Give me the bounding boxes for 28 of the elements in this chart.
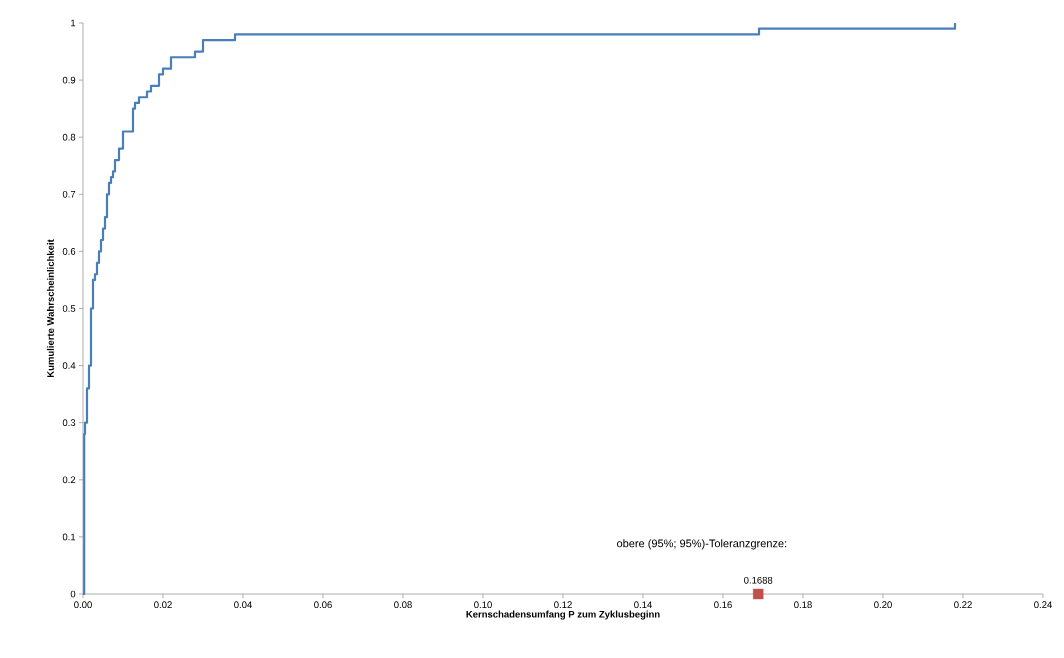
x-tick-label: 0.20 (874, 601, 892, 609)
x-tick-label: 0.04 (234, 601, 252, 609)
annotation: obere (95%; 95%)-Toleranzgrenze: (617, 539, 787, 550)
y-tick-label: 0.5 (62, 305, 76, 312)
x-axis-title: Kernschadensumfang P zum Zyklusbeginn (466, 610, 660, 620)
x-tick-label: 0.18 (794, 601, 812, 609)
x-tick-label: 0.06 (314, 601, 332, 609)
y-tick-label: 0.7 (62, 190, 76, 198)
x-tick-label: 0.22 (954, 601, 972, 609)
x-tick-label: 0.12 (554, 601, 572, 609)
annotation: 0.1688 (744, 576, 773, 584)
y-tick-label: 1 (71, 19, 76, 27)
x-tick-label: 0.08 (394, 601, 412, 609)
x-tick-label: 0.10 (474, 601, 492, 609)
x-tick-label: 0.00 (74, 601, 92, 609)
x-tick-label: 0.24 (1034, 601, 1052, 609)
y-tick-label: 0.6 (62, 248, 76, 255)
x-tick-label: 0.16 (714, 601, 732, 609)
x-tick-label: 0.14 (634, 601, 652, 609)
x-tick-label: 0.02 (154, 601, 172, 609)
y-tick-label: 0.1 (62, 533, 76, 541)
y-tick-label: 0.3 (62, 419, 76, 427)
y-tick-label: 0.2 (62, 476, 76, 484)
y-tick-label: 0.9 (62, 76, 76, 84)
y-tick-label: 0 (70, 590, 76, 598)
y-axis-title: Kumulierte Wahrscheinlichkeit (46, 239, 54, 378)
y-tick-label: 0.4 (62, 362, 76, 369)
y-tick-label: 0.8 (62, 133, 76, 141)
